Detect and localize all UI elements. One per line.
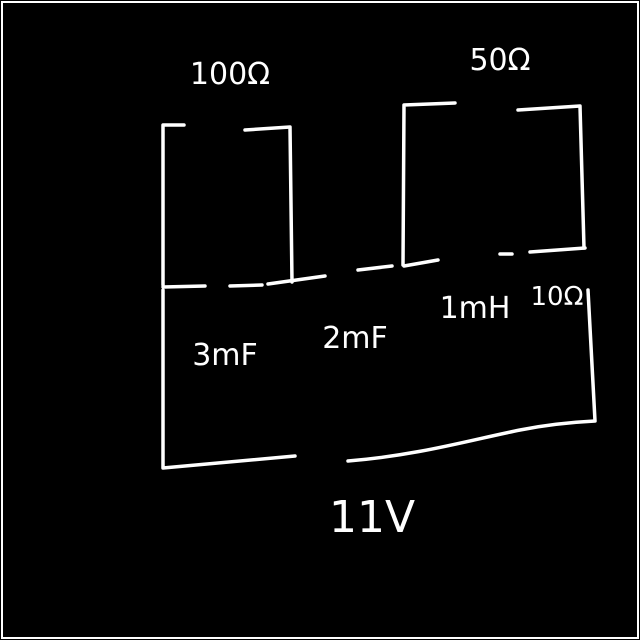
label-inductor: 1mH xyxy=(440,291,511,326)
label-source: 11V xyxy=(329,492,415,543)
wire-middle xyxy=(161,246,587,289)
label-r-right: 10Ω xyxy=(531,282,584,312)
wire-left-loop xyxy=(161,123,294,287)
wire-left-side xyxy=(161,288,297,470)
label-c-mid: 2mF xyxy=(322,321,388,356)
label-r-top-left: 100Ω xyxy=(190,57,270,92)
label-r-top-right: 50Ω xyxy=(469,43,530,78)
wire-bottom-right xyxy=(346,288,597,463)
wire-right-loop xyxy=(401,101,586,267)
label-c-left: 3mF xyxy=(192,338,258,373)
